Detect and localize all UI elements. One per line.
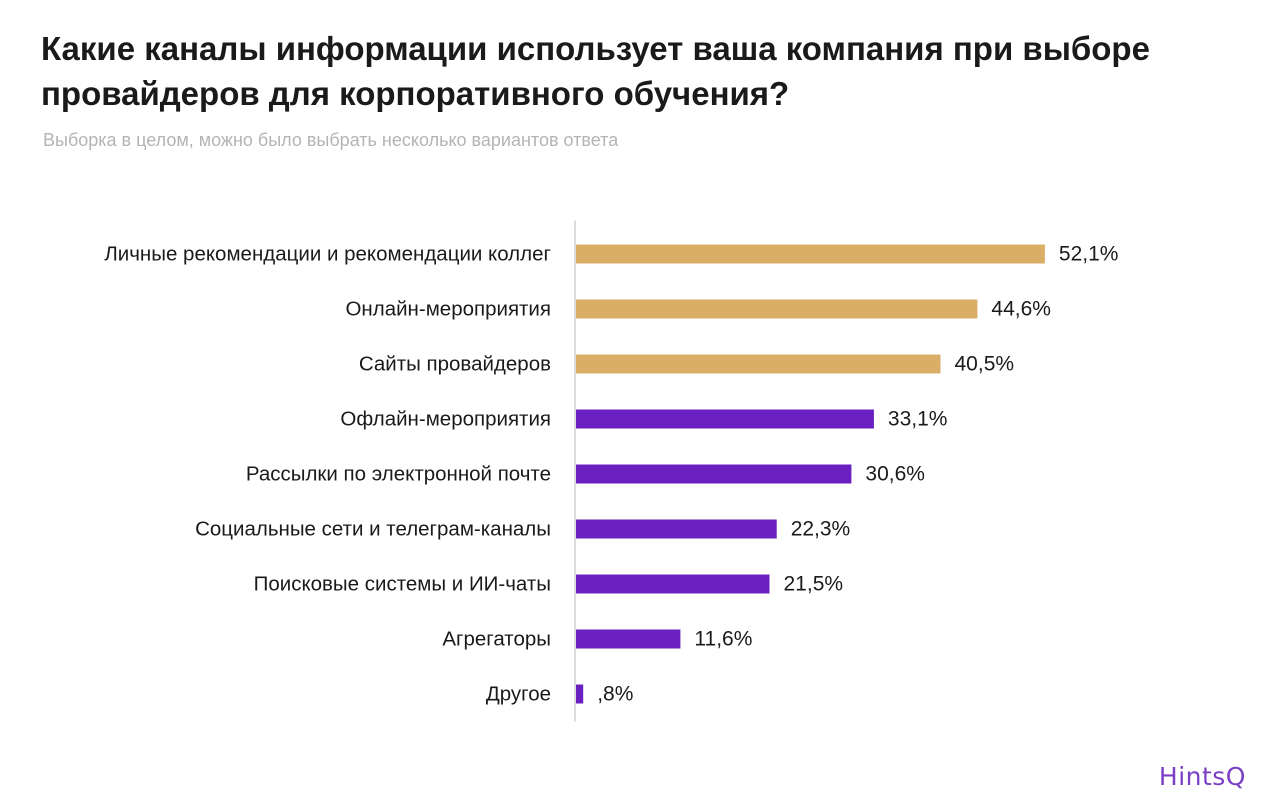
brand-logo: HintsQ (1158, 762, 1246, 791)
bar (576, 574, 770, 594)
chart-title: Какие каналы информации использует ваша … (41, 30, 1150, 112)
bar (576, 629, 681, 649)
value-label: ,8% (597, 683, 633, 706)
chart-subtitle: Выборка в целом, можно было выбрать неск… (43, 130, 619, 150)
category-label: Социальные сети и телеграм-каналы (195, 518, 551, 541)
value-label: 44,6% (991, 298, 1051, 321)
category-label: Онлайн-мероприятия (345, 298, 551, 321)
bar (576, 684, 584, 704)
bar (576, 464, 852, 484)
value-label: 52,1% (1059, 243, 1119, 266)
bar (576, 299, 978, 319)
value-label: 22,3% (791, 518, 851, 541)
value-label: 11,6% (694, 628, 752, 651)
value-label: 30,6% (865, 463, 925, 486)
value-label: 21,5% (784, 573, 844, 596)
category-label: Агрегаторы (442, 628, 551, 651)
bar (576, 244, 1045, 264)
bar (576, 409, 874, 429)
category-label: Офлайн-мероприятия (340, 408, 551, 431)
value-label: 40,5% (955, 353, 1015, 376)
category-label: Другое (486, 683, 551, 706)
bar (576, 519, 777, 539)
category-label: Поисковые системы и ИИ-чаты (254, 573, 551, 596)
bar (576, 354, 941, 374)
value-label: 33,1% (888, 408, 948, 431)
category-label: Личные рекомендации и рекомендации колле… (104, 243, 551, 266)
category-label: Рассылки по электронной почте (246, 463, 551, 486)
category-label: Сайты провайдеров (359, 353, 551, 376)
